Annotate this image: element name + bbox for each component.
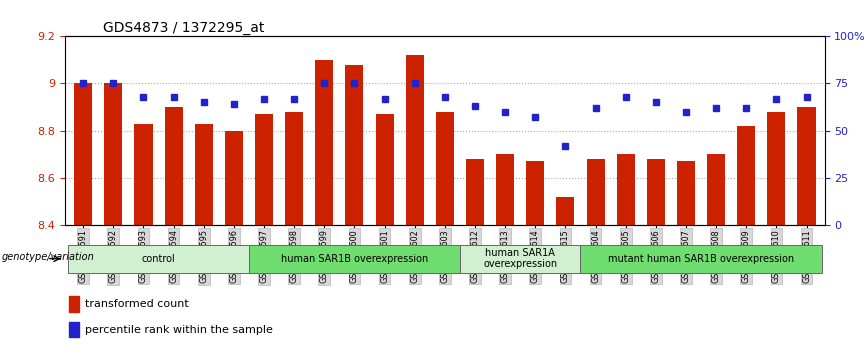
- Text: GDS4873 / 1372295_at: GDS4873 / 1372295_at: [103, 21, 265, 35]
- Text: transformed count: transformed count: [84, 299, 188, 309]
- Bar: [194, 124, 213, 225]
- Bar: [345, 65, 364, 225]
- Bar: [496, 154, 514, 225]
- Bar: [707, 154, 725, 225]
- Bar: [616, 154, 635, 225]
- Bar: [737, 126, 755, 225]
- Text: human SAR1B overexpression: human SAR1B overexpression: [281, 254, 428, 264]
- Bar: [315, 60, 333, 225]
- Bar: [556, 197, 575, 225]
- Bar: [677, 162, 695, 225]
- Bar: [69, 322, 79, 337]
- Bar: [466, 159, 484, 225]
- Bar: [647, 159, 665, 225]
- Text: human SAR1A
overexpression: human SAR1A overexpression: [483, 248, 557, 269]
- Bar: [255, 114, 273, 225]
- Text: mutant human SAR1B overexpression: mutant human SAR1B overexpression: [608, 254, 794, 264]
- FancyBboxPatch shape: [460, 245, 581, 273]
- Bar: [405, 55, 424, 225]
- Bar: [285, 112, 303, 225]
- Text: genotype/variation: genotype/variation: [1, 252, 94, 262]
- Bar: [165, 107, 182, 225]
- FancyBboxPatch shape: [581, 245, 822, 273]
- Bar: [526, 162, 544, 225]
- FancyBboxPatch shape: [68, 245, 249, 273]
- Bar: [436, 112, 454, 225]
- Bar: [104, 83, 122, 225]
- Text: percentile rank within the sample: percentile rank within the sample: [84, 325, 273, 335]
- Bar: [69, 297, 79, 312]
- Bar: [767, 112, 786, 225]
- Bar: [74, 83, 92, 225]
- Bar: [135, 124, 153, 225]
- Bar: [798, 107, 816, 225]
- Text: control: control: [141, 254, 175, 264]
- Bar: [225, 131, 243, 225]
- Bar: [587, 159, 605, 225]
- FancyBboxPatch shape: [249, 245, 460, 273]
- Bar: [376, 114, 393, 225]
